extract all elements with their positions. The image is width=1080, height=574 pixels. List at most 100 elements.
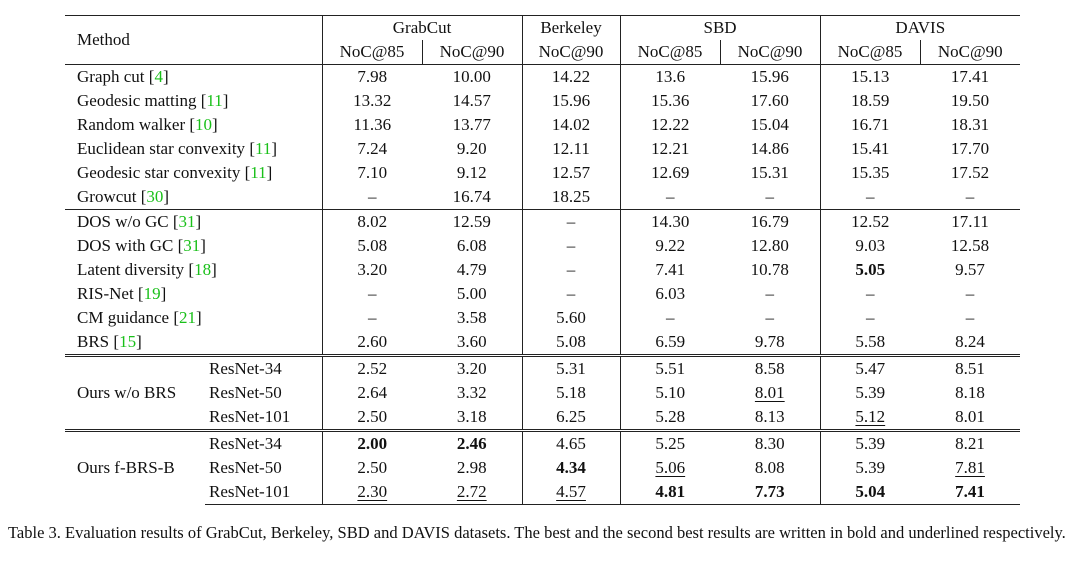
value-cell: 18.25 [521, 185, 621, 210]
value: 6.59 [655, 332, 686, 351]
value-cell: 16.71 [819, 113, 921, 137]
value: 5.39 [855, 434, 886, 453]
citation-number: 31 [183, 236, 201, 255]
table-row: Euclidean star convexity [11] 7.24 9.20 12.… [65, 137, 1020, 161]
value-cell: 2.72 [422, 480, 523, 505]
column-header: Method [65, 15, 323, 65]
value: – [566, 260, 576, 279]
method-cell: Geodesic matting [11] [65, 89, 322, 113]
group-header: DAVIS [819, 15, 1021, 40]
value-cell: – [521, 258, 621, 282]
citation-number: 11 [254, 139, 272, 158]
value-cell: 9.12 [422, 161, 522, 185]
value: 8.18 [955, 383, 985, 402]
value-cell: – [521, 282, 621, 306]
value-cell: 5.39 [819, 456, 921, 480]
value-cell: – [920, 306, 1020, 330]
value-cell: 4.34 [521, 456, 621, 480]
value: 14.30 [651, 212, 690, 231]
value: 17.52 [950, 163, 990, 182]
value-cell: 13.77 [422, 113, 522, 137]
value: 15.13 [851, 67, 890, 86]
value: 6.03 [655, 284, 686, 303]
table-section: Ours w/o BRS ResNet-34 2.52 3.20 5.31 5.51 8.5… [65, 354, 1021, 431]
value: 7.73 [754, 482, 785, 501]
value: 9.22 [655, 236, 686, 255]
value-cell: 7.41 [920, 480, 1021, 505]
backbone: ResNet-101 [209, 407, 291, 426]
citation-number: 31 [178, 212, 196, 231]
value: – [765, 187, 775, 206]
value: 5.05 [855, 260, 886, 279]
value: 2.50 [357, 458, 388, 477]
value-cell: 9.57 [920, 258, 1020, 282]
value: 5.04 [855, 482, 886, 501]
value-cell: 2.60 [321, 330, 423, 356]
value: 16.74 [452, 187, 491, 206]
citation: [10] [189, 115, 218, 134]
table-row: Growcut [30] – 16.74 18.25 – – – – [65, 185, 1020, 210]
value: 14.86 [750, 139, 789, 158]
value-cell: 8.21 [920, 429, 1021, 456]
value-cell: 14.30 [619, 209, 721, 234]
value: 8.21 [955, 434, 985, 453]
value: 12.52 [851, 212, 890, 231]
value-cell: 15.36 [619, 89, 721, 113]
method-cell: DOS w/o GC [31] [65, 209, 323, 234]
value-cell: – [720, 306, 820, 330]
value: – [666, 308, 675, 327]
value: – [666, 187, 675, 206]
value: 6.25 [556, 407, 586, 426]
value: – [566, 284, 576, 303]
value-cell: 10.00 [422, 64, 523, 89]
value: 2.50 [357, 407, 388, 426]
value-cell: 5.31 [521, 354, 621, 381]
value-cell: 17.70 [920, 137, 1020, 161]
value: – [765, 284, 775, 303]
value: 9.12 [456, 163, 487, 182]
value: 17.70 [950, 139, 990, 158]
table-section: DOS w/o GC [31] 8.02 12.59 – 14.30 16.79 12.52… [65, 209, 1021, 356]
value: 6.08 [456, 236, 487, 255]
value: 5.58 [855, 332, 886, 351]
value: 3.32 [456, 383, 487, 402]
citation: [19] [137, 284, 167, 303]
value-cell: 5.28 [619, 405, 721, 431]
value: 2.30 [357, 482, 388, 501]
value-cell: – [720, 185, 820, 210]
value: – [566, 236, 576, 255]
value-cell: 17.52 [920, 161, 1020, 185]
value-cell: 2.52 [321, 354, 423, 381]
value: 5.08 [556, 332, 586, 351]
value-cell: 8.01 [920, 405, 1020, 431]
value: 5.60 [556, 308, 586, 327]
value-cell: 7.24 [321, 137, 423, 161]
value-cell: 2.50 [321, 405, 423, 431]
value-cell: 5.10 [619, 381, 721, 405]
method-name: BRS [77, 332, 110, 351]
citation-number: 11 [250, 163, 267, 182]
value-cell: 14.57 [422, 89, 522, 113]
value-cell: 8.24 [920, 330, 1020, 356]
value: 5.47 [855, 359, 886, 378]
table-row: BRS [15] 2.60 3.60 5.08 6.59 9.78 5.58 8.24 [65, 330, 1020, 356]
value: 8.58 [754, 359, 785, 378]
value-cell: 17.60 [720, 89, 820, 113]
value-cell: 13.6 [619, 64, 721, 89]
citation-number: 11 [206, 91, 223, 110]
value: 16.79 [750, 212, 789, 231]
value: – [368, 308, 377, 327]
value-cell: 12.80 [720, 234, 820, 258]
citation-number: 21 [179, 308, 196, 327]
value-cell: 15.13 [819, 64, 921, 89]
value-cell: 12.57 [521, 161, 621, 185]
value: 5.18 [556, 383, 586, 402]
value: 16.71 [851, 115, 890, 134]
value: 12.11 [552, 139, 590, 158]
value: 3.60 [456, 332, 487, 351]
table-row: Latent diversity [18] 3.20 4.79 – 7.41 10.78 5… [65, 258, 1020, 282]
value-cell: 10.78 [720, 258, 820, 282]
value: 7.24 [357, 139, 388, 158]
value: 9.57 [955, 260, 985, 279]
value: 18.25 [551, 187, 591, 206]
